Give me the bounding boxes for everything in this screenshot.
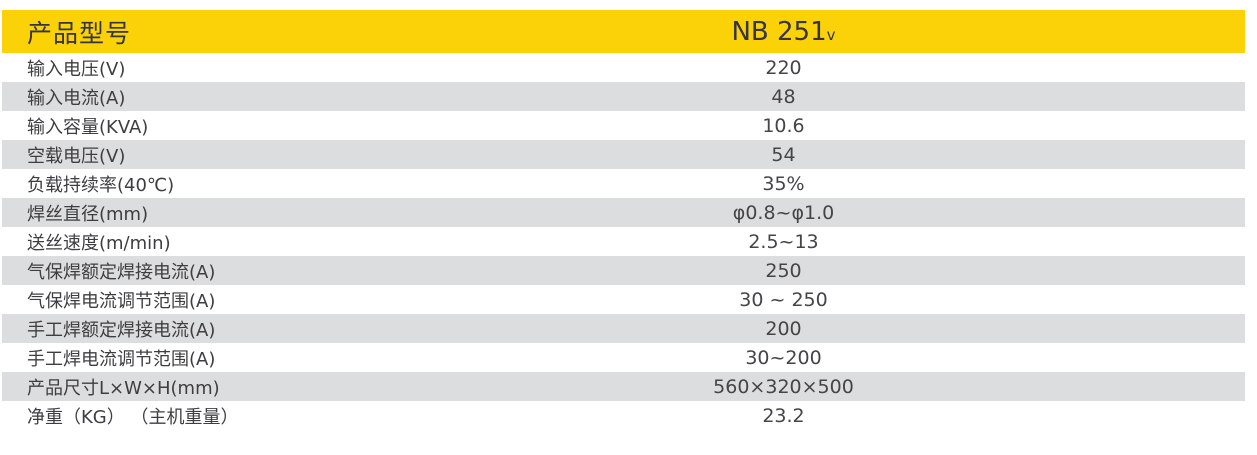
spec-label: 手工焊额定焊接电流(A) — [27, 319, 216, 341]
spec-label: 产品尺寸L×W×H(mm) — [27, 377, 220, 399]
spec-label: 送丝速度(m/min) — [27, 232, 171, 254]
spec-value: 54 — [771, 143, 796, 166]
spec-value: 30~200 — [745, 346, 822, 369]
spec-label: 净重（KG） （主机重量） — [27, 406, 239, 428]
model-suffix: v — [826, 25, 836, 44]
spec-table: 产品型号 NB 251v 输入电压(V) 220 输入电流(A) 48 输入容量… — [2, 10, 1245, 430]
table-row: 产品尺寸L×W×H(mm) 560×320×500 — [2, 372, 1245, 401]
spec-label: 空载电压(V) — [27, 145, 126, 167]
spec-label: 气保焊电流调节范围(A) — [27, 290, 216, 312]
table-row: 输入容量(KVA) 10.6 — [2, 111, 1245, 140]
spec-value: 35% — [762, 172, 805, 195]
table-row: 气保焊电流调节范围(A) 30 ~ 250 — [2, 285, 1245, 314]
table-row: 气保焊额定焊接电流(A) 250 — [2, 256, 1245, 285]
spec-value: 560×320×500 — [713, 375, 854, 398]
spec-label: 输入电流(A) — [27, 87, 126, 109]
table-row: 空载电压(V) 54 — [2, 140, 1245, 169]
spec-value: 48 — [771, 85, 796, 108]
table-header-row: 产品型号 NB 251v — [2, 10, 1245, 53]
spec-label: 输入电压(V) — [27, 58, 126, 80]
spec-rows: 输入电压(V) 220 输入电流(A) 48 输入容量(KVA) 10.6 空载… — [2, 53, 1245, 430]
model-name: NB 251 — [731, 16, 827, 47]
spec-label: 气保焊额定焊接电流(A) — [27, 261, 216, 283]
spec-label: 手工焊电流调节范围(A) — [27, 348, 216, 370]
spec-label: 负载持续率(40℃) — [27, 174, 175, 196]
table-row: 手工焊额定焊接电流(A) 200 — [2, 314, 1245, 343]
spec-label: 输入容量(KVA) — [27, 116, 149, 138]
spec-value: φ0.8~φ1.0 — [732, 201, 835, 224]
spec-value: 220 — [765, 56, 802, 79]
spec-value: 200 — [765, 317, 802, 340]
product-model-value: NB 251v — [322, 17, 1245, 47]
table-row: 负载持续率(40℃) 35% — [2, 169, 1245, 198]
table-row: 焊丝直径(mm) φ0.8~φ1.0 — [2, 198, 1245, 227]
spec-label: 焊丝直径(mm) — [27, 203, 149, 225]
table-row: 手工焊电流调节范围(A) 30~200 — [2, 343, 1245, 372]
product-model-header-label: 产品型号 — [27, 18, 132, 48]
spec-value: 250 — [765, 259, 802, 282]
table-row: 送丝速度(m/min) 2.5~13 — [2, 227, 1245, 256]
spec-value: 23.2 — [762, 404, 805, 427]
table-row: 输入电流(A) 48 — [2, 82, 1245, 111]
table-row: 净重（KG） （主机重量） 23.2 — [2, 401, 1245, 430]
spec-value: 10.6 — [762, 114, 805, 137]
spec-value: 2.5~13 — [748, 230, 819, 253]
spec-value: 30 ~ 250 — [739, 288, 828, 311]
table-row: 输入电压(V) 220 — [2, 53, 1245, 82]
